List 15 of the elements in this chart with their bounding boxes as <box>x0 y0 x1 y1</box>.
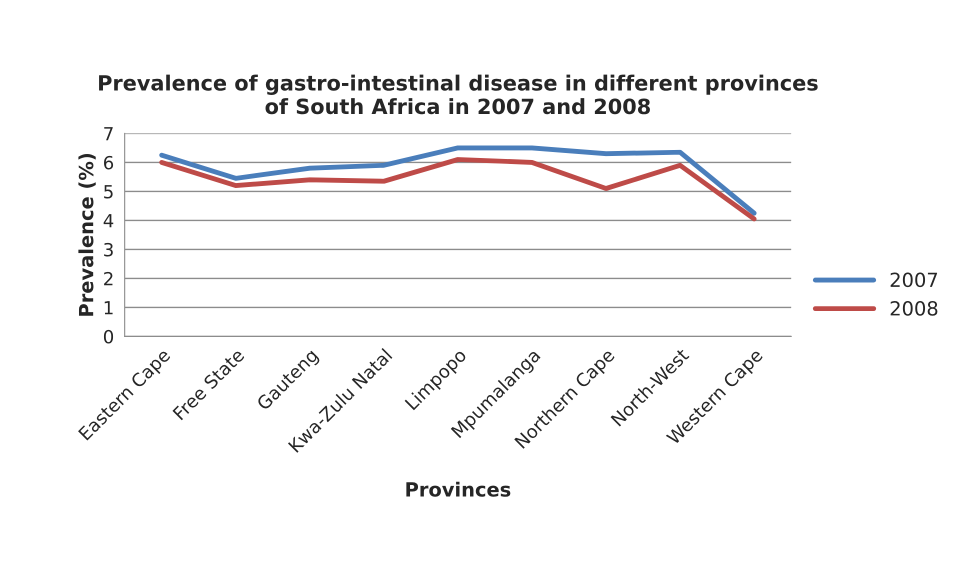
y-tick-label: 1 <box>104 301 113 314</box>
y-tick-label: 3 <box>104 242 113 257</box>
y-tick-label: 2 <box>104 272 112 286</box>
line-series <box>159 157 757 222</box>
line-series <box>159 145 757 216</box>
y-tick-label: 6 <box>104 156 114 170</box>
y-axis-title: Prevalence (%) <box>78 154 96 316</box>
chart-title: Prevalence of gastro-intestinal disease in different provinces of South Africa in 2007 and 2008 <box>99 74 818 114</box>
y-tick-label: 4 <box>104 214 114 228</box>
y-tick-label: 0 <box>104 330 114 344</box>
legend-label: 2007 <box>890 272 938 288</box>
y-tick-label: 7 <box>104 127 113 140</box>
legend-label: 2008 <box>890 301 938 316</box>
x-axis-title: Provinces <box>406 482 510 497</box>
y-tick-label: 5 <box>104 185 113 199</box>
